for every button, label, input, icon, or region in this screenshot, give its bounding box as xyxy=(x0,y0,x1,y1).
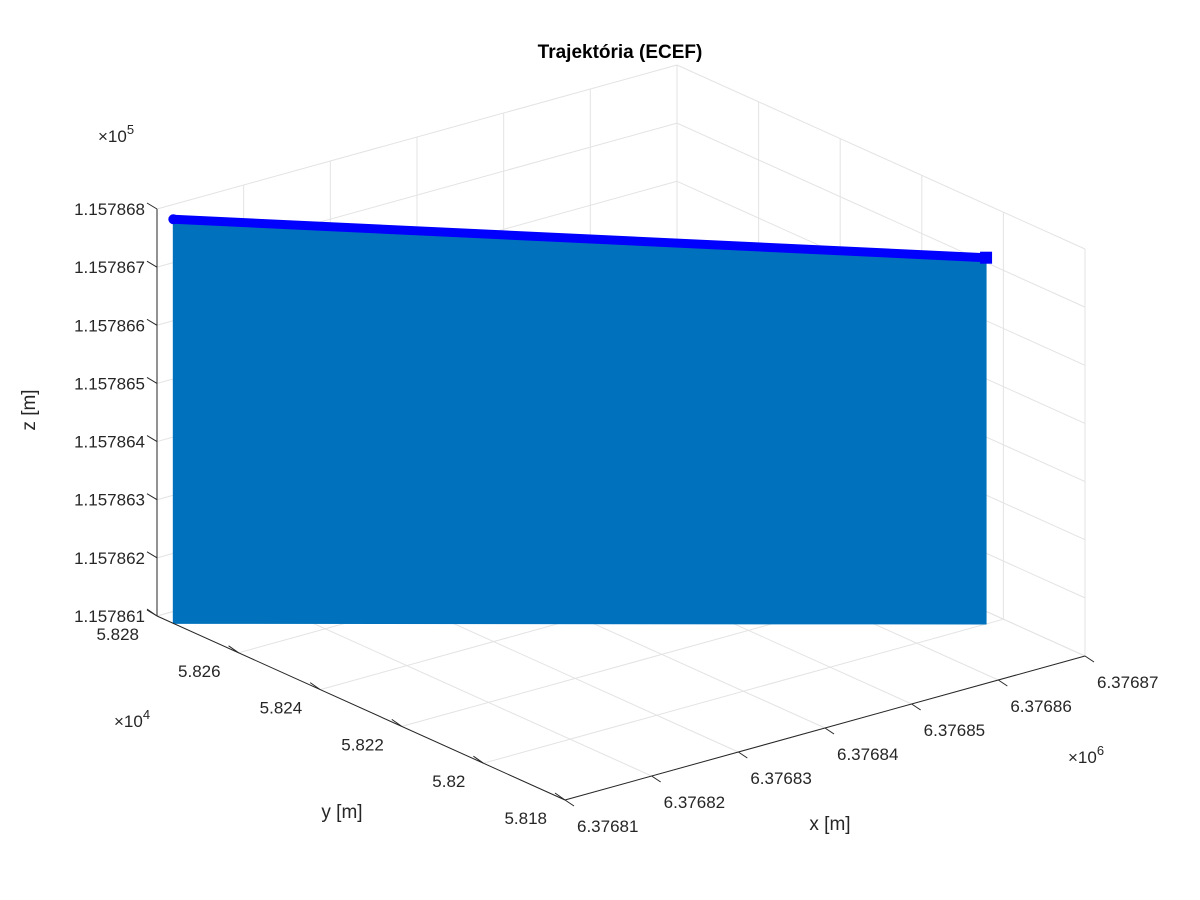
y-tick-label: 5.822 xyxy=(341,735,384,754)
z-tick-mark xyxy=(146,435,158,443)
z-exponent-base: ×10 xyxy=(98,127,127,146)
z-tick-label: 1.157861 xyxy=(74,607,145,626)
chart-title: Trajektória (ECEF) xyxy=(538,42,703,63)
x-tick-mark xyxy=(738,751,748,759)
x-tick-mark xyxy=(824,727,835,735)
x-tick-label: 6.37681 xyxy=(577,817,638,836)
x-tick-mark xyxy=(1084,655,1095,663)
y-tick-label: 5.824 xyxy=(260,699,303,718)
y-tick-mark xyxy=(228,645,239,654)
y-tick-label: 5.82 xyxy=(432,772,465,791)
z-tick-mark xyxy=(146,202,158,210)
x-tick-mark xyxy=(911,703,921,711)
ticks-layer: 6.37681 6.37682 6.37683 6.37684 6.37685 6.376… xyxy=(74,200,1158,836)
trajectory-line xyxy=(168,214,991,263)
y-axis-line xyxy=(156,615,566,801)
z-tick-label: 1.157865 xyxy=(74,374,145,393)
x-exponent-base: ×10 xyxy=(1068,748,1097,767)
x-tick-mark xyxy=(651,775,661,783)
x-tick-mark xyxy=(564,799,575,807)
y-exponent: ×104 xyxy=(114,707,150,731)
z-tick-mark xyxy=(146,376,158,384)
z-exponent-power: 5 xyxy=(127,122,134,137)
grid-side-z xyxy=(676,64,1086,250)
z-axis-label: z [m] xyxy=(19,389,40,430)
x-tick-label: 6.37687 xyxy=(1097,673,1158,692)
y-tick-mark xyxy=(309,682,321,691)
grid-back-z xyxy=(156,64,678,210)
z-tick-mark xyxy=(146,609,158,617)
grid-side-z xyxy=(676,122,1086,308)
x-axis-label: x [m] xyxy=(809,814,850,835)
z-tick-label: 1.157868 xyxy=(74,200,145,219)
z-tick-label: 1.157864 xyxy=(74,433,145,452)
y-tick-mark xyxy=(391,718,403,727)
z-tick-label: 1.157866 xyxy=(74,316,145,335)
z-exponent: ×105 xyxy=(98,122,134,146)
trajectory-stem-surface xyxy=(172,218,987,625)
x-tick-label: 6.37682 xyxy=(664,793,725,812)
z-tick-mark xyxy=(146,318,158,326)
z-tick-mark xyxy=(146,551,158,559)
grid-floor-y xyxy=(483,618,1004,764)
z-tick-label: 1.157867 xyxy=(74,258,145,277)
z-tick-mark xyxy=(146,260,158,268)
data-layer xyxy=(168,214,993,625)
trajectory-end-marker xyxy=(980,251,993,264)
x-tick-label: 6.37684 xyxy=(837,745,898,764)
y-tick-mark xyxy=(554,792,566,801)
x-tick-label: 6.37685 xyxy=(924,721,985,740)
y-exponent-base: ×10 xyxy=(114,712,143,731)
x-exponent: ×106 xyxy=(1068,743,1104,767)
y-tick-label: 5.826 xyxy=(178,662,221,681)
x-tick-mark xyxy=(998,679,1008,687)
x-exponent-power: 6 xyxy=(1097,743,1104,758)
z-tick-mark xyxy=(146,493,158,501)
y-tick-mark xyxy=(473,755,484,764)
y-axis-label: y [m] xyxy=(321,802,362,823)
trajectory-start-marker xyxy=(168,214,179,225)
y-tick-label: 5.828 xyxy=(96,625,139,644)
x-tick-label: 6.37683 xyxy=(750,769,811,788)
y-tick-label: 5.818 xyxy=(504,809,547,828)
z-tick-label: 1.157863 xyxy=(74,491,145,510)
y-exponent-power: 4 xyxy=(143,707,150,722)
z-tick-label: 1.157862 xyxy=(74,549,145,568)
x-tick-label: 6.37686 xyxy=(1010,697,1071,716)
